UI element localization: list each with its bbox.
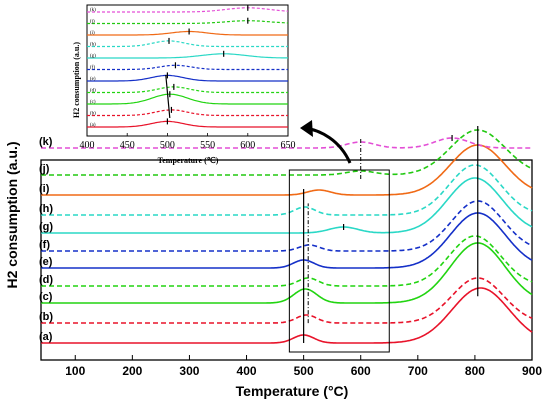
series-line-f [41, 200, 533, 252]
inset-arrow-head [300, 120, 313, 137]
series-line-b [41, 277, 533, 324]
series-line-d [41, 235, 533, 287]
series-line-a [41, 287, 533, 344]
x-axis-label: Temperature (°C) [236, 383, 349, 399]
series-line-g [41, 177, 533, 234]
series-line-h [41, 164, 533, 216]
inset-series-label-e: (e) [90, 77, 96, 82]
series-label-c: (c) [39, 291, 53, 303]
inset-y-axis-label: H2 consumption (a.u.) [72, 42, 81, 118]
inset-series-line-j [87, 20, 289, 25]
inset-series-line-k [87, 7, 289, 13]
inset-x-tick-label: 600 [240, 140, 255, 151]
inset-x-axis-label: Temperature (℃) [158, 156, 219, 165]
inset-x-tick-label: 500 [160, 140, 175, 151]
x-tick-label: 900 [522, 364, 542, 378]
inset-series-line-c [87, 93, 288, 105]
series-label-j: (j) [39, 163, 50, 175]
inset-series-label-d: (d) [90, 89, 96, 94]
inset-series-line-g [87, 53, 288, 59]
series-label-k: (k) [39, 136, 53, 148]
inset-series-line-b [87, 109, 288, 117]
y-axis-label: H2 consumption (a.u.) [4, 142, 20, 289]
main-plot-area: 100 200 300 400 500 600 700 800 900 (a) (b) (c) (d) (… [39, 120, 542, 378]
inset-x-tick-label: 650 [281, 140, 296, 151]
inset-series-label-i: (i) [90, 31, 95, 36]
inset-series-label-g: (g) [90, 54, 96, 59]
x-tick-label: 100 [65, 364, 85, 378]
series-label-g: (g) [39, 221, 53, 233]
series-label-d: (d) [39, 274, 53, 286]
series-label-h: (h) [39, 203, 53, 215]
inset-frame [86, 4, 289, 137]
series-line-i [41, 144, 533, 196]
series-line-j [41, 129, 533, 176]
inset-plot: 400 450 500 550 600 650 (a) (b) (c) (d) (e) (f) (g) (… [80, 4, 296, 151]
inset-series-line-e [87, 74, 288, 82]
series-label-b: (b) [39, 311, 53, 323]
inset-series-line-f [87, 64, 288, 71]
inset-series-label-k: (k) [90, 8, 96, 13]
inset-peak-trend-line [165, 74, 171, 119]
x-tick-label: 300 [179, 364, 199, 378]
inset-series-label-j: (j) [90, 20, 95, 25]
inset-x-tick-label: 550 [200, 140, 215, 151]
inset-series-label-h: (h) [90, 43, 96, 48]
inset-x-tick-label: 400 [80, 140, 95, 151]
series-line-k [41, 137, 532, 149]
x-tick-label: 800 [465, 364, 485, 378]
inset-series-label-f: (f) [90, 66, 95, 71]
inset-series-line-i [87, 30, 288, 36]
series-line-e [41, 212, 533, 269]
plot-frame [40, 159, 533, 361]
x-tick-label: 600 [351, 364, 371, 378]
series-label-a: (a) [39, 331, 53, 343]
x-tick-label: 500 [294, 364, 314, 378]
series-label-f: (f) [39, 239, 50, 251]
inset-series-line-a [87, 120, 288, 128]
inset-series-line-d [87, 86, 288, 94]
x-tick-label: 400 [237, 364, 257, 378]
x-tick-label: 700 [408, 364, 428, 378]
inset-series-label-a: (a) [90, 123, 96, 128]
series-line-c [41, 242, 533, 304]
series-label-e: (e) [39, 256, 53, 268]
inset-series-label-b: (b) [90, 112, 96, 117]
inset-region-box [288, 169, 390, 353]
inset-series-label-c: (c) [90, 100, 96, 105]
series-label-i: (i) [39, 183, 50, 195]
x-tick-label: 200 [122, 364, 142, 378]
inset-x-tick-label: 450 [120, 140, 135, 151]
inset-series-line-h [87, 40, 288, 48]
